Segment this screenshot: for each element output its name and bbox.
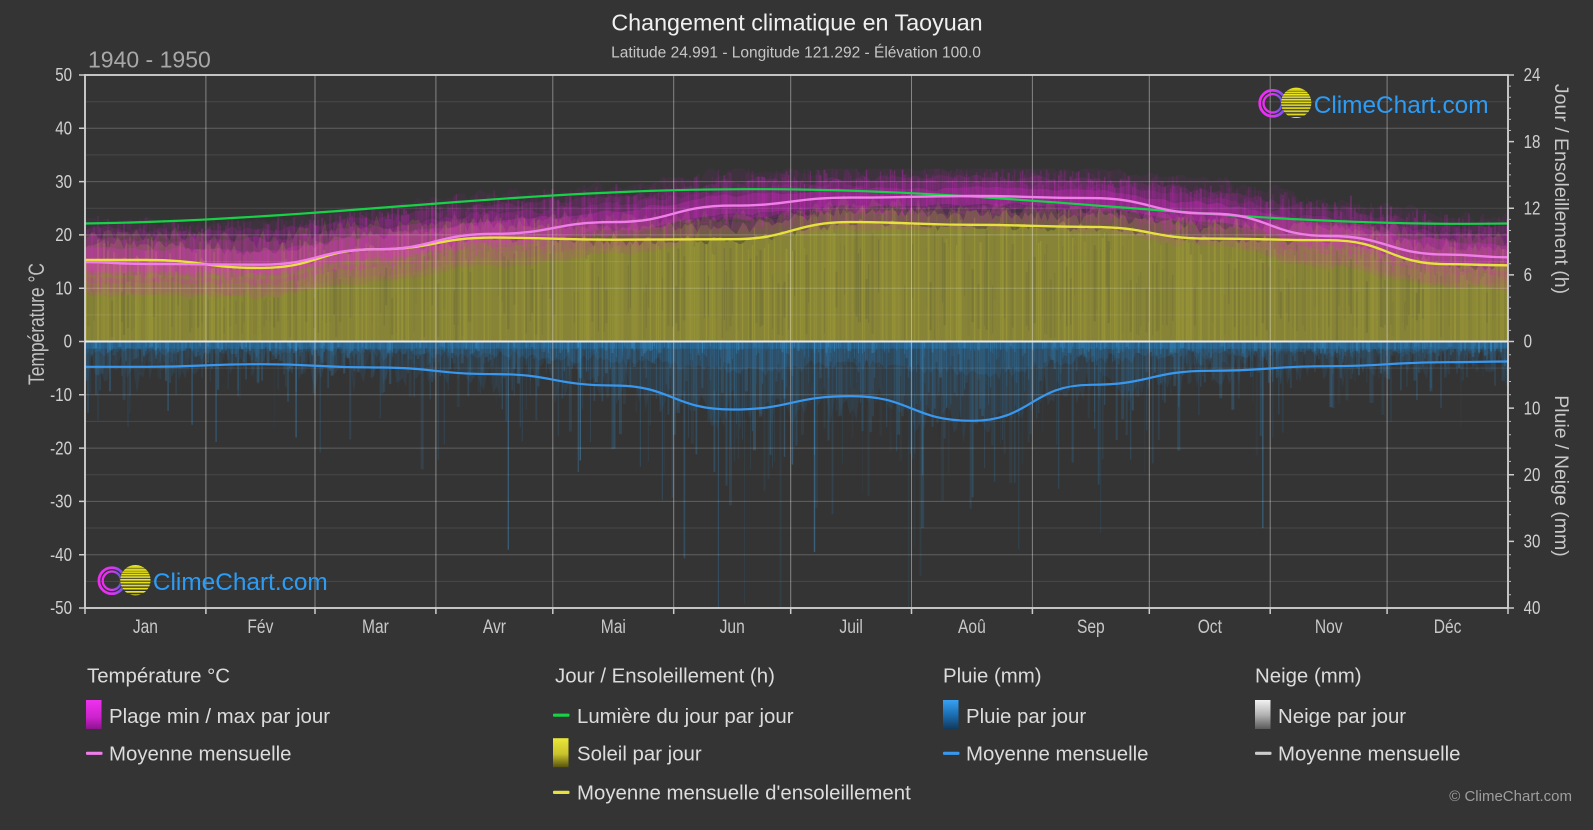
- svg-text:Jour / Ensoleillement (h): Jour / Ensoleillement (h): [1550, 84, 1572, 294]
- svg-text:Nov: Nov: [1315, 617, 1343, 638]
- svg-text:-30: -30: [50, 492, 72, 512]
- svg-text:ClimeChart.com: ClimeChart.com: [1314, 92, 1489, 119]
- svg-text:Mai: Mai: [601, 617, 626, 638]
- svg-text:18: 18: [1524, 132, 1541, 152]
- svg-text:40: 40: [55, 119, 72, 139]
- svg-text:20: 20: [1524, 465, 1541, 485]
- svg-text:10: 10: [55, 278, 72, 298]
- svg-text:Fév: Fév: [247, 617, 273, 638]
- svg-text:20: 20: [55, 225, 72, 245]
- svg-text:-50: -50: [50, 598, 72, 618]
- svg-text:1940 - 1950: 1940 - 1950: [88, 47, 211, 73]
- svg-text:30: 30: [55, 172, 72, 192]
- svg-text:0: 0: [1524, 332, 1532, 352]
- svg-text:Moyenne mensuelle: Moyenne mensuelle: [1278, 744, 1461, 766]
- svg-text:Soleil par jour: Soleil par jour: [577, 744, 702, 766]
- svg-text:Mar: Mar: [362, 617, 389, 638]
- svg-text:© ClimeChart.com: © ClimeChart.com: [1449, 788, 1572, 805]
- svg-text:Aoû: Aoû: [958, 617, 986, 638]
- svg-text:30: 30: [1524, 532, 1541, 552]
- svg-text:Juil: Juil: [839, 617, 862, 638]
- svg-text:Lumière du jour par jour: Lumière du jour par jour: [577, 706, 794, 728]
- svg-text:Avr: Avr: [483, 617, 507, 638]
- svg-text:40: 40: [1524, 598, 1541, 618]
- svg-text:Pluie par jour: Pluie par jour: [966, 706, 1086, 728]
- svg-text:6: 6: [1524, 265, 1532, 285]
- svg-text:-10: -10: [50, 385, 72, 405]
- svg-text:Jour / Ensoleillement (h): Jour / Ensoleillement (h): [555, 666, 775, 688]
- svg-text:24: 24: [1524, 65, 1541, 85]
- svg-text:Sep: Sep: [1077, 617, 1105, 638]
- svg-text:ClimeChart.com: ClimeChart.com: [153, 569, 328, 596]
- svg-text:0: 0: [64, 332, 72, 352]
- svg-text:Déc: Déc: [1434, 617, 1462, 638]
- svg-text:Neige (mm): Neige (mm): [1255, 666, 1362, 688]
- svg-text:12: 12: [1524, 198, 1541, 218]
- svg-text:Température °C: Température °C: [87, 666, 230, 688]
- svg-text:Oct: Oct: [1198, 617, 1223, 638]
- svg-text:Changement climatique en Taoyu: Changement climatique en Taoyuan: [611, 10, 982, 36]
- svg-text:Jun: Jun: [720, 617, 745, 638]
- svg-text:-40: -40: [50, 545, 72, 565]
- svg-text:Moyenne mensuelle: Moyenne mensuelle: [109, 744, 292, 766]
- svg-text:Pluie (mm): Pluie (mm): [943, 666, 1042, 688]
- svg-text:Pluie / Neige (mm): Pluie / Neige (mm): [1550, 395, 1572, 556]
- svg-text:Neige par jour: Neige par jour: [1278, 706, 1406, 728]
- svg-text:10: 10: [1524, 398, 1541, 418]
- svg-text:Moyenne mensuelle d'ensoleille: Moyenne mensuelle d'ensoleillement: [577, 783, 911, 805]
- svg-text:50: 50: [55, 65, 72, 85]
- svg-text:Plage min / max par jour: Plage min / max par jour: [109, 706, 330, 728]
- svg-text:-20: -20: [50, 438, 72, 458]
- svg-text:Latitude 24.991 - Longitude 12: Latitude 24.991 - Longitude 121.292 - Él…: [611, 45, 981, 62]
- svg-text:Moyenne mensuelle: Moyenne mensuelle: [966, 744, 1149, 766]
- svg-text:Température °C: Température °C: [24, 263, 49, 385]
- svg-text:Jan: Jan: [133, 617, 158, 638]
